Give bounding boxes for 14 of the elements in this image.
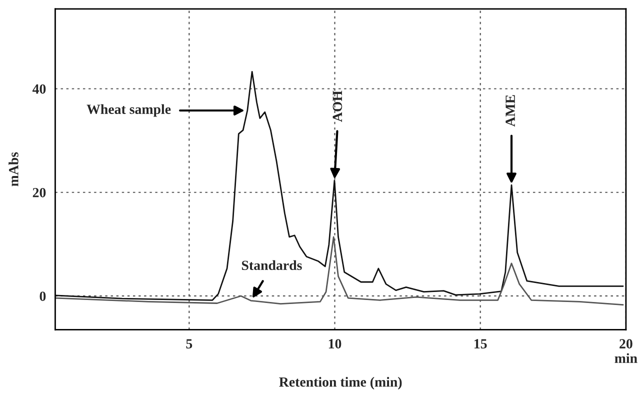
annotation: AOH: [332, 90, 342, 122]
y-tick-label: 20: [32, 188, 46, 198]
annotation: AME: [506, 95, 515, 127]
y-tick-label: 40: [32, 84, 46, 94]
x-tick-label: 5: [186, 339, 192, 348]
x-tick-label: 10: [328, 339, 342, 348]
y-tick-label: 0: [40, 292, 46, 301]
x-tick-label: 20 min: [614, 339, 638, 363]
x-axis-title: Retention time (min): [279, 376, 402, 390]
line-series: [55, 70, 624, 301]
x-tick-label: 15: [474, 339, 487, 348]
annotation: Wheat sample: [86, 104, 171, 117]
y-axis-title: mAbs: [8, 152, 18, 186]
annotation: Standards: [242, 260, 302, 270]
